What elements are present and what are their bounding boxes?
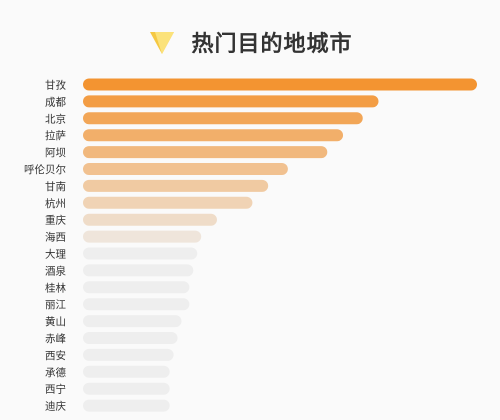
category-label: 甘孜 xyxy=(45,79,66,92)
bar-5 xyxy=(83,163,288,175)
category-label: 迪庆 xyxy=(45,400,66,413)
bar-8 xyxy=(83,213,217,226)
bar-0 xyxy=(83,78,477,91)
chart-title-area: 热门目的地城市 xyxy=(0,24,500,60)
category-label: 黄山 xyxy=(45,315,66,328)
bar-13 xyxy=(83,298,190,311)
bar-19 xyxy=(83,399,170,412)
category-label: 桂林 xyxy=(45,281,66,294)
bar-12 xyxy=(83,281,190,294)
category-label: 杭州 xyxy=(45,197,66,210)
bar-10 xyxy=(83,247,198,260)
bar-7 xyxy=(83,196,253,209)
category-label: 成都 xyxy=(45,96,66,108)
category-label: 拉萨 xyxy=(45,129,66,142)
bar-17 xyxy=(83,365,170,378)
bar-14 xyxy=(83,315,182,328)
category-label: 承德 xyxy=(45,366,66,379)
category-label: 酒泉 xyxy=(45,264,66,277)
category-label: 西宁 xyxy=(45,383,66,396)
category-label: 北京 xyxy=(45,112,66,125)
bar-2 xyxy=(83,112,363,125)
chart-title: 热门目的地城市 xyxy=(191,32,353,57)
bar-11 xyxy=(83,264,194,277)
category-label: 丽江 xyxy=(45,299,66,311)
bar-15 xyxy=(83,332,178,344)
category-label: 大理 xyxy=(45,248,66,261)
down-triangle-icon xyxy=(150,32,175,54)
category-label: 甘南 xyxy=(45,180,66,193)
bar-9 xyxy=(83,230,202,243)
category-label: 西安 xyxy=(45,349,66,362)
category-label: 赤峰 xyxy=(45,333,66,345)
bar-18 xyxy=(83,382,170,395)
bar-3 xyxy=(83,129,344,142)
category-label: 呼伦贝尔 xyxy=(24,163,66,176)
category-label: 重庆 xyxy=(45,214,66,227)
bar-16 xyxy=(83,348,174,361)
bar-1 xyxy=(83,95,379,108)
bar-6 xyxy=(83,179,269,192)
category-label: 阿坝 xyxy=(45,146,66,159)
bar-4 xyxy=(83,146,328,159)
category-label: 海西 xyxy=(45,231,66,244)
